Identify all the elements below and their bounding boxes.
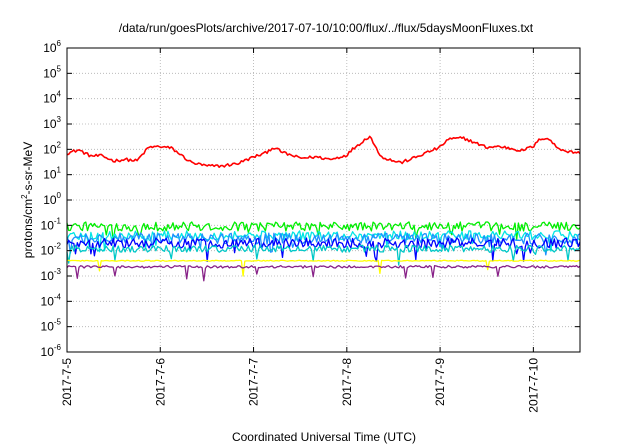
x-tick-label: 2017-7-6 (153, 358, 167, 406)
y-axis-label-superscript: 2 (20, 194, 29, 199)
y-tick-label: 102 (43, 140, 61, 156)
y-tick-exponent: 0 (57, 191, 62, 200)
y-tick-label: 10-5 (41, 318, 62, 334)
series-line (66, 259, 581, 277)
y-tick-label: 10-4 (41, 292, 62, 308)
y-tick-label: 100 (43, 191, 61, 207)
y-tick-exponent: -1 (54, 216, 62, 225)
series-layer (66, 135, 581, 282)
series-line (66, 264, 581, 282)
y-tick-exponent: -5 (54, 318, 62, 327)
y-tick-exponent: -6 (54, 343, 62, 352)
series-line (66, 221, 581, 242)
y-axis-label-main: protons/cm (21, 199, 35, 258)
y-tick-exponent: 1 (57, 166, 62, 175)
y-tick-exponent: 4 (57, 90, 62, 99)
y-tick-label: 10-3 (41, 267, 62, 283)
x-tick-label: 2017-7-10 (526, 358, 540, 413)
series-line (66, 135, 581, 168)
axis-ticks: 10-610-510-410-310-210-11001011021031041… (41, 39, 580, 413)
chart-title: /data/run/goesPlots/archive/2017-07-10/1… (119, 21, 534, 35)
grid (67, 48, 580, 352)
y-tick-exponent: -4 (54, 292, 62, 301)
y-tick-label: 10-2 (41, 242, 62, 258)
y-tick-exponent: -3 (54, 267, 62, 276)
y-tick-exponent: 5 (57, 64, 62, 73)
plot-frame (66, 47, 581, 353)
y-tick-label: 106 (43, 39, 61, 55)
y-tick-exponent: 2 (57, 140, 62, 149)
y-tick-label: 105 (43, 64, 61, 80)
y-axis-label-units: -s-sr-MeV (21, 142, 35, 195)
y-tick-label: 103 (43, 115, 61, 131)
x-axis-label: Coordinated Universal Time (UTC) (232, 430, 416, 444)
y-tick-label: 10-1 (41, 216, 62, 232)
y-tick-exponent: 6 (57, 39, 62, 48)
y-axis-label: protons/cm2-s-sr-MeV (20, 142, 35, 258)
series-line (66, 232, 581, 256)
y-tick-label: 104 (43, 90, 61, 106)
x-tick-label: 2017-7-9 (433, 358, 447, 406)
y-tick-label: 101 (43, 166, 61, 182)
x-tick-label: 2017-7-5 (60, 358, 74, 406)
x-tick-label: 2017-7-7 (247, 358, 261, 406)
y-tick-exponent: 3 (57, 115, 62, 124)
y-tick-label: 10-6 (41, 343, 62, 359)
y-tick-exponent: -2 (54, 242, 62, 251)
x-tick-label: 2017-7-8 (340, 358, 354, 406)
series-line (66, 244, 581, 266)
